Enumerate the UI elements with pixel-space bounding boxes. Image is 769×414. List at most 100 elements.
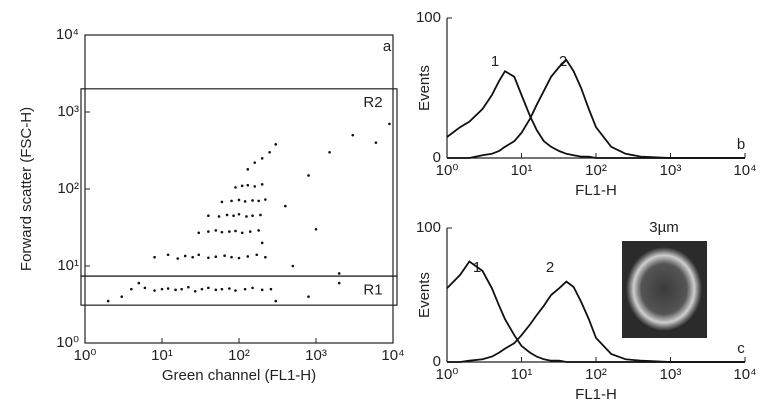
- data-point: [264, 198, 267, 201]
- data-point: [260, 288, 264, 292]
- data-point: [193, 289, 197, 293]
- data-point: [253, 185, 257, 188]
- x-tick-label: 10¹: [511, 162, 533, 179]
- data-point: [220, 287, 224, 291]
- data-point: [207, 286, 210, 290]
- data-point: [260, 183, 264, 186]
- data-point: [234, 186, 237, 189]
- annotation: c: [737, 340, 745, 357]
- data-point: [268, 150, 271, 154]
- x-axis-label: FL1-H: [575, 386, 617, 403]
- x-tick-label: 10²: [585, 366, 607, 383]
- data-point: [260, 157, 264, 160]
- annotation: 3µm: [649, 219, 678, 236]
- data-point: [234, 229, 237, 233]
- data-point: [246, 168, 250, 171]
- data-point: [237, 212, 241, 216]
- annotation: 1: [491, 53, 499, 70]
- data-point: [137, 281, 141, 285]
- y-tick-label: 10³: [57, 103, 79, 120]
- x-axis-label: Green channel (FL1-H): [162, 367, 316, 384]
- gate-label: R1: [363, 282, 382, 299]
- data-point: [176, 257, 180, 260]
- data-point: [255, 253, 259, 257]
- plot-frame: [84, 34, 394, 344]
- data-point: [220, 200, 224, 204]
- data-point: [183, 254, 187, 258]
- data-point: [230, 199, 233, 203]
- y-tick-label: 0: [433, 149, 441, 166]
- data-point: [228, 287, 231, 290]
- data-point: [291, 264, 295, 268]
- data-point: [284, 204, 287, 208]
- data-point: [223, 254, 226, 258]
- data-point: [374, 141, 378, 144]
- gate-region: [80, 275, 398, 306]
- histogram-line: [446, 260, 745, 363]
- data-point: [257, 229, 260, 232]
- data-point: [153, 255, 156, 259]
- data-point: [200, 287, 204, 291]
- data-point: [106, 299, 110, 303]
- data-point: [274, 299, 278, 303]
- data-point: [240, 231, 244, 235]
- y-tick-label: 0: [433, 353, 441, 370]
- data-point: [246, 183, 250, 187]
- y-tick-label: 10⁴: [56, 26, 79, 43]
- data-point: [260, 241, 264, 245]
- data-point: [337, 272, 341, 275]
- data-point: [337, 281, 341, 285]
- y-tick-label: 10⁰: [56, 334, 79, 351]
- data-point: [174, 288, 177, 292]
- x-tick-label: 10¹: [151, 347, 173, 364]
- data-point: [207, 214, 210, 218]
- y-tick-label: 100: [416, 9, 441, 26]
- data-point: [245, 215, 248, 218]
- data-point: [251, 286, 254, 290]
- annotation: 2: [546, 259, 554, 276]
- data-point: [246, 255, 250, 258]
- y-tick-label: 100: [416, 219, 441, 236]
- histogram-line: [447, 280, 745, 363]
- data-point: [248, 230, 252, 233]
- x-tick-label: 10²: [585, 162, 607, 179]
- data-point: [120, 295, 124, 298]
- data-point: [328, 150, 331, 154]
- data-point: [187, 285, 190, 289]
- data-point: [153, 289, 156, 292]
- data-point: [207, 230, 210, 233]
- gate-label: R2: [363, 94, 382, 111]
- data-point: [166, 287, 170, 290]
- data-point: [264, 255, 267, 259]
- data-point: [269, 287, 273, 291]
- histogram-line: [447, 58, 745, 159]
- y-tick-label: 10¹: [57, 257, 79, 274]
- histogram-line: [446, 69, 745, 159]
- data-point: [230, 255, 233, 259]
- annotation: a: [383, 38, 392, 55]
- y-axis-label: Events: [416, 272, 433, 318]
- x-tick-label: 10⁴: [733, 162, 756, 179]
- x-tick-label: 10²: [228, 347, 250, 364]
- annotation: b: [737, 136, 745, 153]
- data-point: [197, 253, 201, 257]
- data-point: [314, 227, 318, 231]
- data-point: [307, 295, 310, 298]
- data-point: [225, 213, 229, 217]
- x-tick-label: 10³: [660, 162, 682, 179]
- data-point: [307, 174, 310, 177]
- data-point: [243, 287, 247, 291]
- data-point: [214, 288, 218, 292]
- data-point: [143, 286, 147, 290]
- annotation: 2: [559, 53, 567, 70]
- data-point: [232, 214, 235, 218]
- x-tick-label: 10⁰: [74, 347, 97, 364]
- data-point: [351, 133, 355, 137]
- data-point: [251, 214, 254, 218]
- data-point: [130, 287, 133, 291]
- data-point: [243, 200, 247, 203]
- x-tick-label: 10³: [660, 366, 682, 383]
- data-point: [191, 255, 194, 259]
- data-point: [274, 143, 278, 146]
